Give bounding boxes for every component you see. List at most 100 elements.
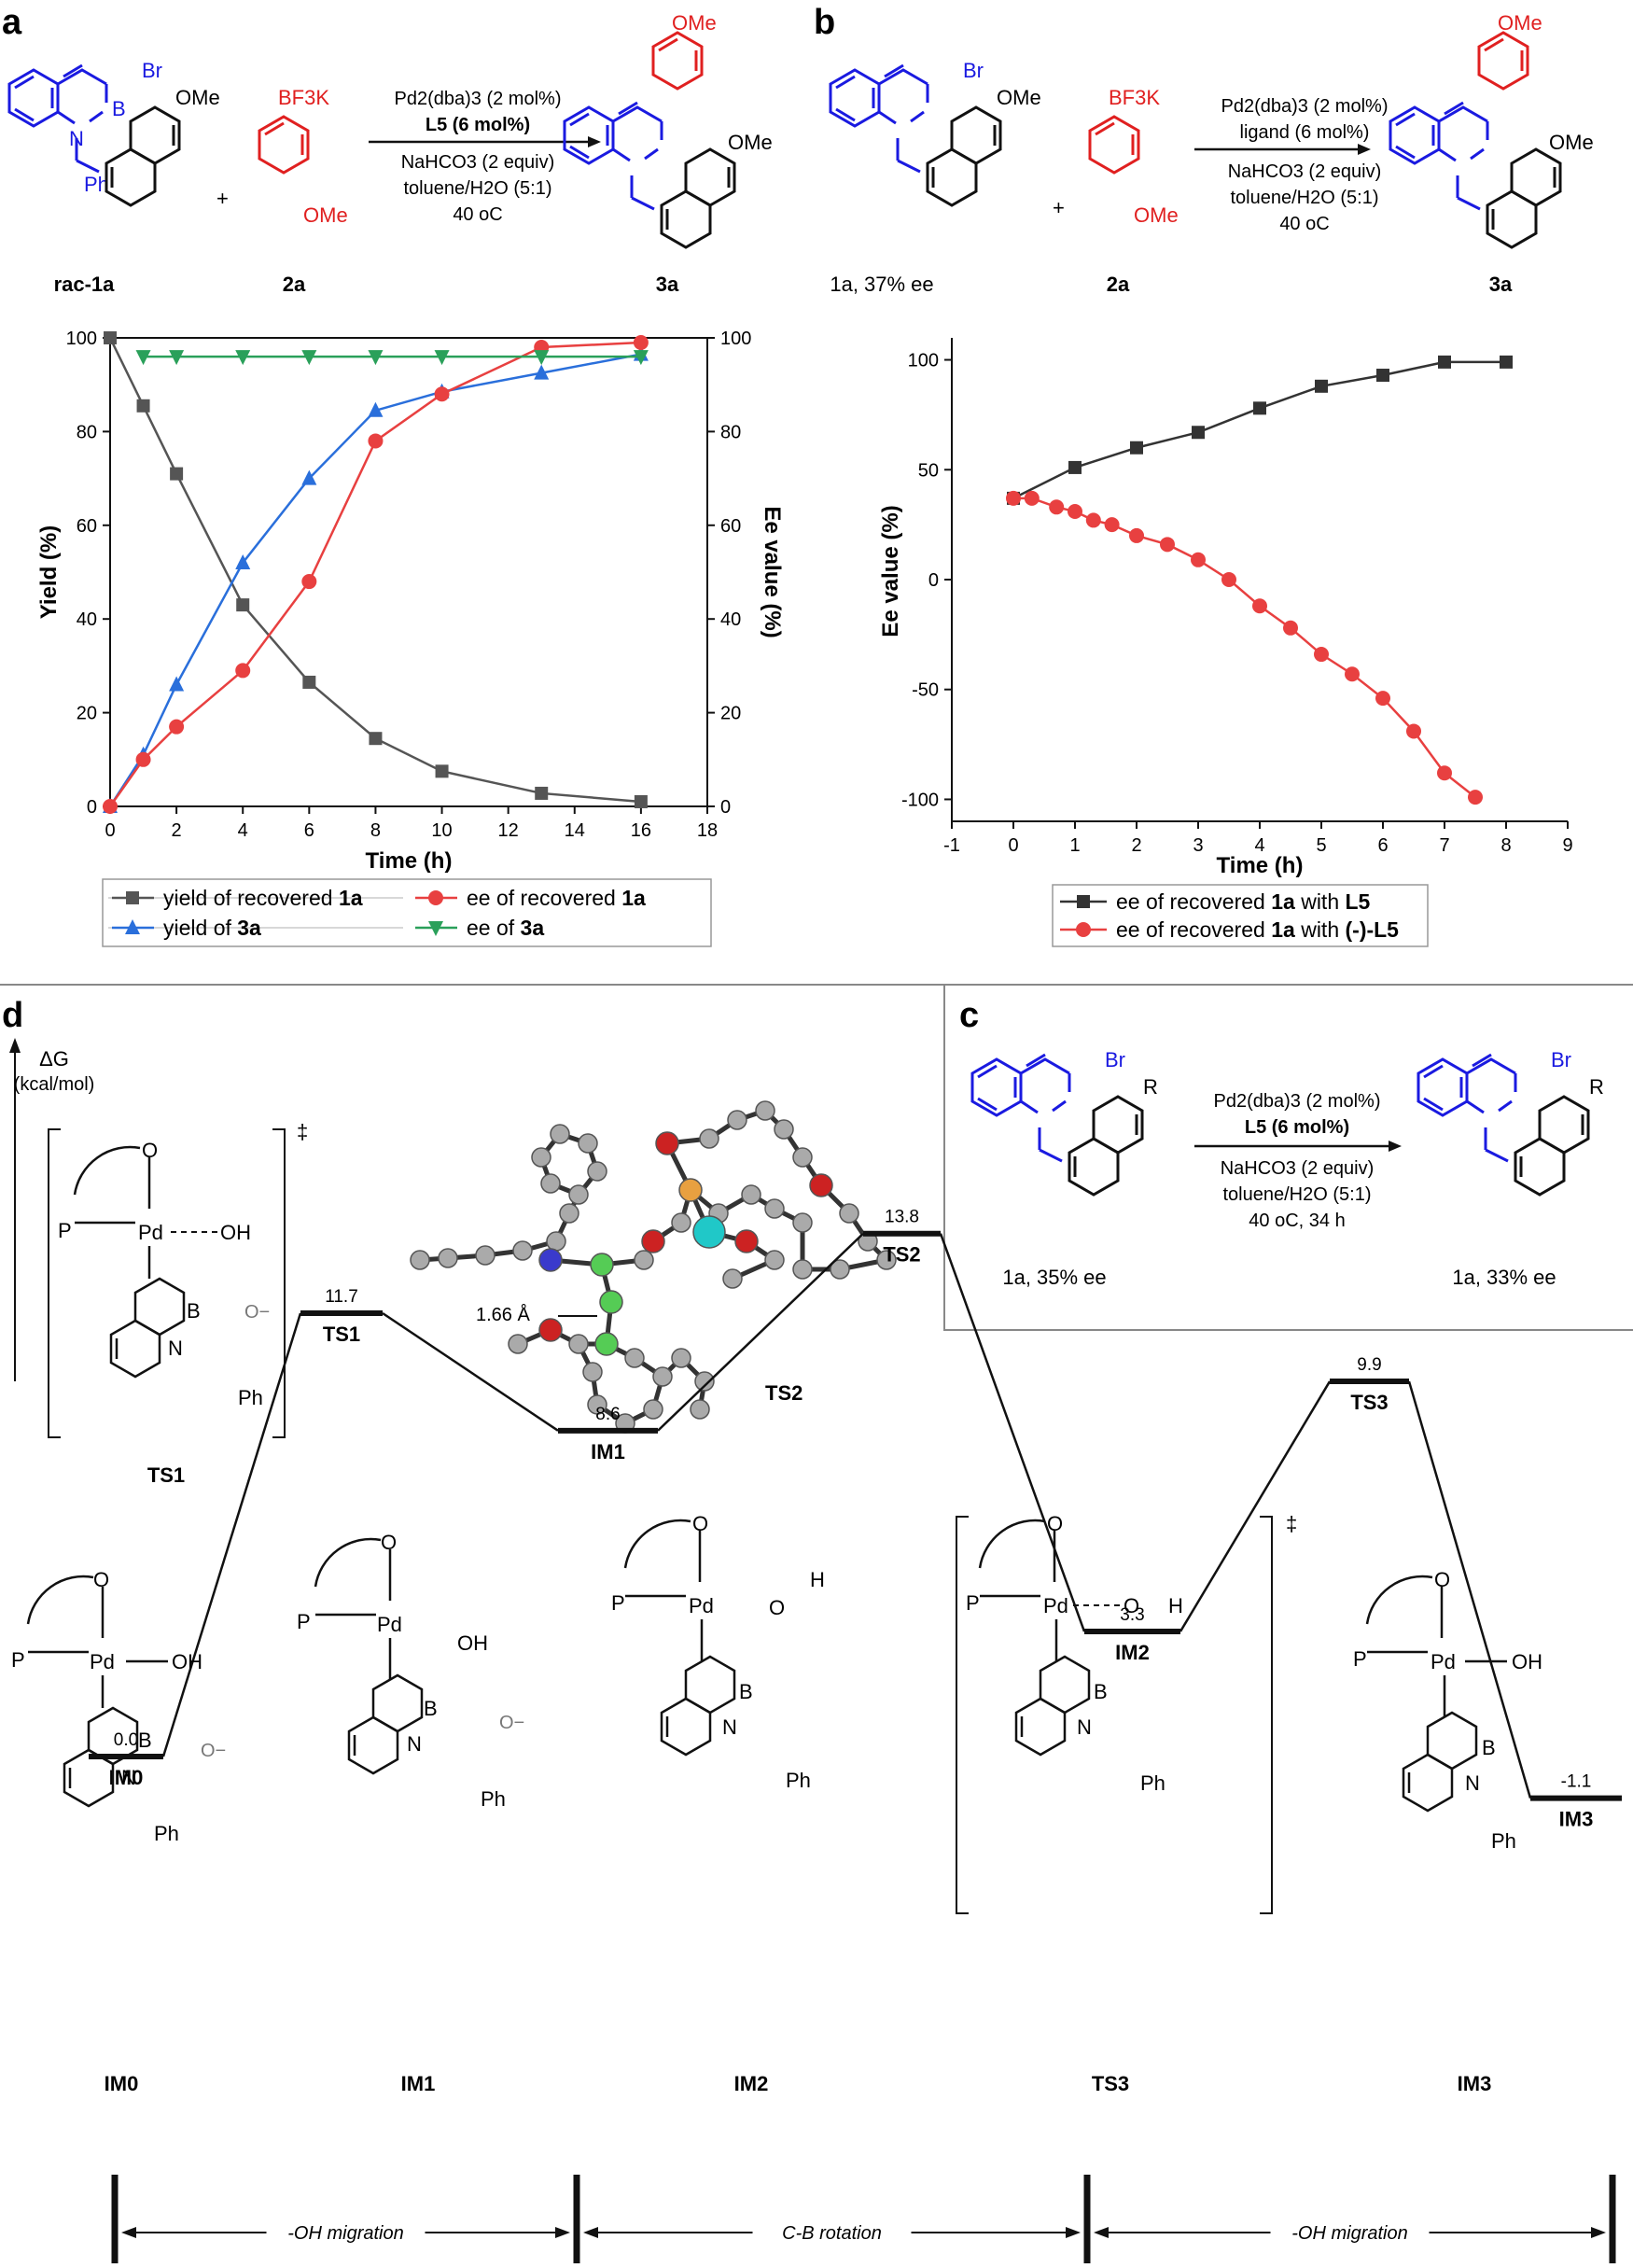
label-3a: 3a [656,273,679,296]
data-point [1314,647,1329,663]
y-tick-label: 50 [918,460,939,481]
label-OH: OH [172,1650,202,1673]
model-atom [531,1147,551,1168]
energy-value: 9.9 [1357,1355,1381,1375]
model-atom [438,1248,458,1268]
data-point [1375,691,1390,707]
state-label: IM0 [109,1766,144,1789]
label-P: P [966,1591,980,1615]
data-point [1192,426,1205,440]
energy-value: 13.8 [885,1208,919,1227]
model-atom [830,1259,850,1280]
data-point [301,574,317,590]
label-B: B [187,1299,201,1323]
data-point [1191,552,1206,567]
structure-label: IM0 [105,2072,139,2095]
legend-label: yield of recovered 1a [163,886,363,910]
panel-letter-b: b [814,3,835,42]
data-point [368,350,384,366]
model-atom [671,1212,691,1233]
x-tick-label: 8 [1500,835,1511,856]
segment-arrowhead [121,2227,136,2238]
dagger: ‡ [297,1120,308,1143]
panel-letter-d: d [2,996,23,1035]
label-Ominus: O− [499,1713,524,1733]
x-tick-label: 14 [565,820,585,841]
label-N: N [407,1732,422,1756]
data-point [169,676,185,692]
structure-im1: O P Pd OH B N Ph O− IM1 [297,1531,524,2095]
label-P: P [11,1648,25,1672]
x-tick-label: -1 [943,835,960,856]
label-P: P [611,1591,625,1615]
profile-connector [161,1312,302,1757]
model-atom [839,1203,859,1224]
state-label: TS3 [1350,1391,1388,1414]
label-BF3K: BF3K [278,86,329,109]
label-Ph: Ph [154,1822,179,1845]
label-B: B [138,1729,152,1752]
label-OH: OH [457,1631,488,1655]
model-atom [475,1245,495,1266]
plot-frame [109,337,708,807]
y2-tick-label: 0 [720,797,731,818]
x-axis-label: Time (h) [1217,853,1304,878]
label-2a: 2a [1107,273,1130,296]
model-atom [578,1133,598,1154]
panel-letter-a: a [2,3,22,42]
x-tick-label: 16 [631,820,651,841]
data-point [1468,790,1483,805]
legend: yield of recovered 1a ee of recovered 1a y… [102,878,712,947]
data-point [534,350,550,366]
data-point [434,350,450,366]
x-tick-label: 12 [498,820,519,841]
legend: ee of recovered 1a with L5 ee of recovere… [1052,884,1429,947]
label-TS2-model: TS2 [765,1381,803,1405]
condition: NaHCO3 (2 equiv) [401,152,555,173]
label-OMe: OMe [997,86,1041,109]
label-B: B [739,1680,753,1703]
structure-label: TS3 [1092,2072,1129,2095]
model-atom [652,1366,673,1387]
label-Ph: Ph [1140,1771,1165,1795]
data-point [1049,499,1065,515]
model-atom [699,1128,719,1149]
data-point [1068,460,1082,474]
data-point [301,350,317,366]
segment-arrowhead [555,2227,570,2238]
model-atom [594,1332,619,1356]
data-point [1006,490,1021,506]
data-point [368,401,384,417]
label-TS1-inset: TS1 [147,1463,185,1487]
energy-value: -1.1 [1561,1772,1592,1792]
structure-ts3: ‡ O P Pd O H B N Ph TS3 [956,1512,1297,2095]
model-atom [678,1178,703,1202]
data-point [135,751,151,767]
label-B: B [424,1697,438,1720]
data-point [1068,504,1082,520]
data-point [1104,517,1120,533]
label-O: O [381,1531,397,1554]
data-point [235,553,251,569]
legend-marker [428,890,443,905]
label-B: B [112,97,126,120]
label-N: N [121,1766,136,1789]
legend-label: ee of recovered 1a [467,886,646,910]
data-point [633,335,649,351]
label-OMe-3a: OMe [1498,11,1542,35]
condition: NaHCO3 (2 equiv) [1228,161,1382,182]
structure-label: IM3 [1458,2072,1492,2095]
model-atom [546,1231,566,1252]
y-tick-label: -50 [912,680,939,701]
energy-value: 8.6 [595,1405,620,1424]
state-label: IM2 [1115,1641,1150,1664]
scheme-b: Br OMe + BF3K OMe Pd2(dba)3 (2 mol%) lig… [829,11,1594,296]
scheme-c: Br R Pd2(dba)3 (2 mol%) L5 (6 mol%) NaHC… [970,1048,1604,1289]
model-atom [587,1394,607,1415]
legend-items: yield of recovered 1a ee of recovered 1a y… [112,886,646,940]
data-point [1345,666,1360,682]
model-atom [792,1147,813,1168]
series-line-0 [1012,360,1506,500]
data-point [135,350,151,366]
data-point [633,350,649,366]
